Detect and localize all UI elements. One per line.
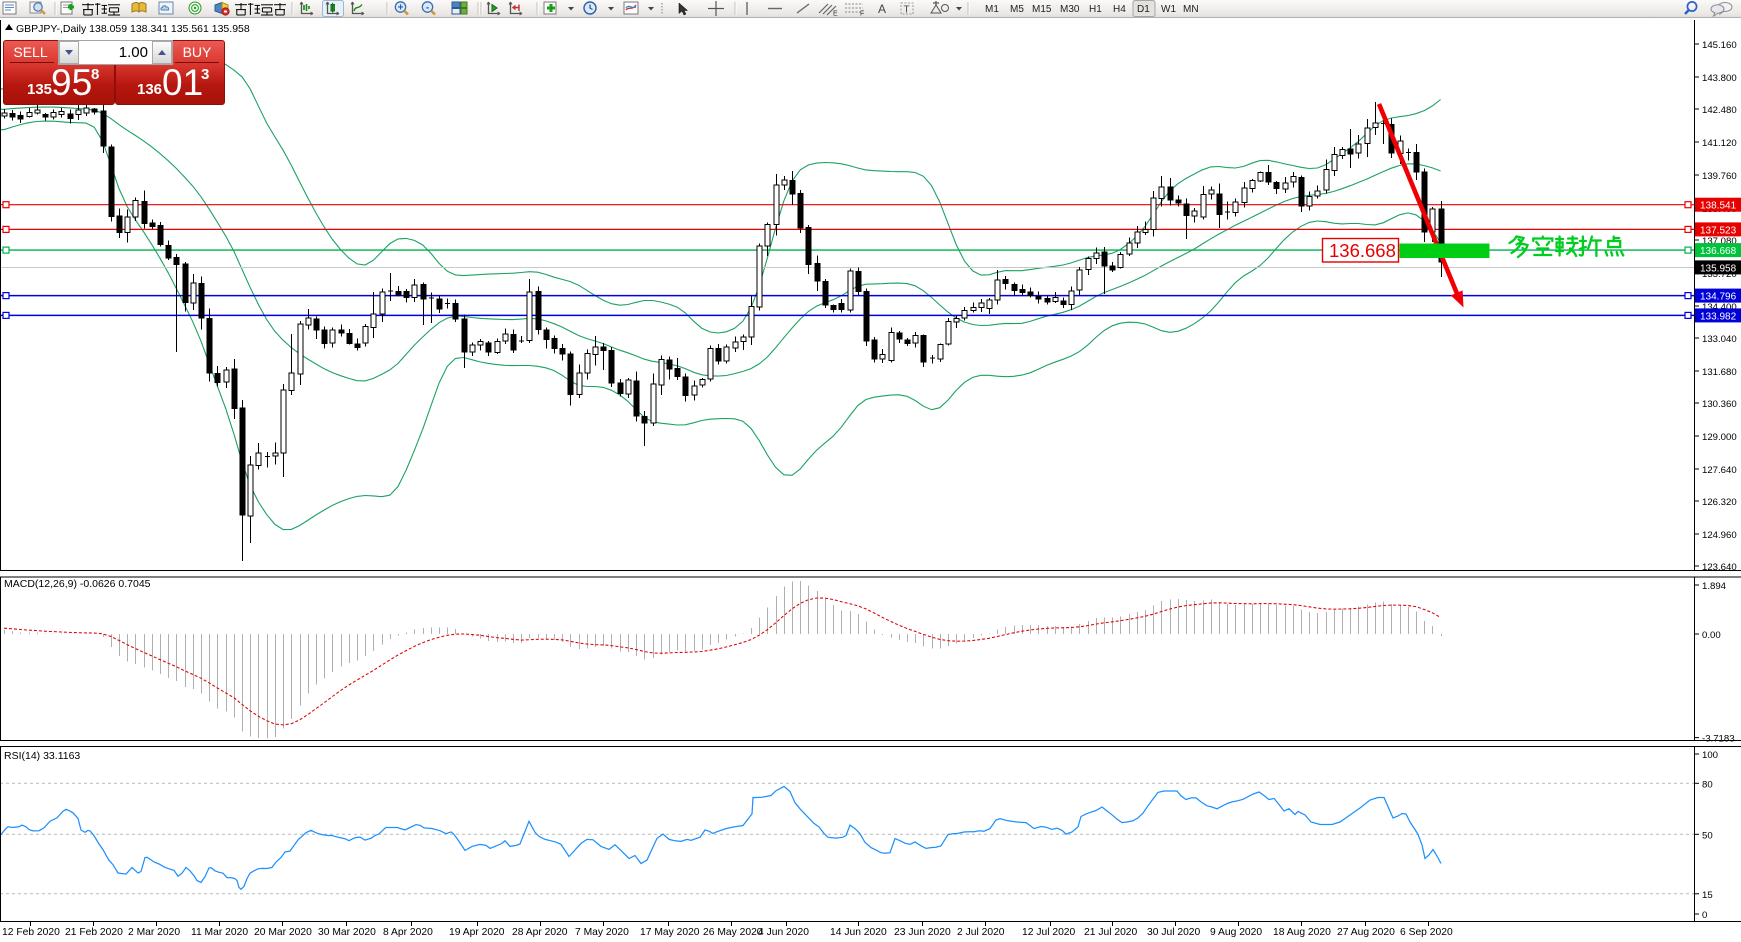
svg-text:136.668: 136.668 — [1329, 240, 1396, 261]
svg-text:4 Jun 2020: 4 Jun 2020 — [758, 927, 809, 938]
svg-text:18 Aug 2020: 18 Aug 2020 — [1273, 927, 1331, 938]
svg-text:145.160: 145.160 — [1702, 40, 1737, 51]
svg-text:28 Apr 2020: 28 Apr 2020 — [512, 927, 568, 938]
svg-text:D1: D1 — [1137, 4, 1150, 15]
svg-text:131.680: 131.680 — [1702, 367, 1737, 378]
svg-text:RSI(14) 33.1163: RSI(14) 33.1163 — [4, 750, 80, 762]
svg-text:134.796: 134.796 — [1700, 292, 1737, 303]
svg-text:27 Aug 2020: 27 Aug 2020 — [1337, 927, 1395, 938]
svg-text:17 May 2020: 17 May 2020 — [640, 927, 700, 938]
svg-text:138.541: 138.541 — [1700, 201, 1737, 212]
svg-text:129.000: 129.000 — [1702, 432, 1737, 443]
svg-text:0: 0 — [1702, 910, 1707, 921]
svg-text:GBPJPY-,Daily 138.059 138.341: GBPJPY-,Daily 138.059 138.341 135.561 13… — [16, 23, 250, 35]
svg-text:26 May 2020: 26 May 2020 — [703, 927, 763, 938]
svg-text:124.960: 124.960 — [1702, 530, 1737, 541]
svg-text:H1: H1 — [1089, 4, 1102, 15]
svg-text:+: + — [398, 2, 404, 13]
svg-text:139.760: 139.760 — [1702, 171, 1737, 182]
svg-text:20 Mar 2020: 20 Mar 2020 — [254, 927, 312, 938]
svg-text:2 Jul 2020: 2 Jul 2020 — [957, 927, 1005, 938]
svg-text:A: A — [878, 2, 886, 16]
svg-text:133.982: 133.982 — [1700, 311, 1737, 322]
svg-text:143.800: 143.800 — [1702, 73, 1737, 84]
svg-text:100: 100 — [1702, 750, 1718, 761]
svg-text:19 Apr 2020: 19 Apr 2020 — [449, 927, 505, 938]
svg-text:M5: M5 — [1010, 4, 1024, 15]
svg-text:MACD(12,26,9) -0.0626 0.7045: MACD(12,26,9) -0.0626 0.7045 — [4, 578, 151, 590]
svg-text:M1: M1 — [985, 4, 999, 15]
svg-text:133.040: 133.040 — [1702, 334, 1737, 345]
svg-text:130.360: 130.360 — [1702, 399, 1737, 410]
svg-text:21 Feb 2020: 21 Feb 2020 — [65, 927, 123, 938]
svg-text:14 Jun 2020: 14 Jun 2020 — [830, 927, 887, 938]
svg-text:E: E — [833, 11, 838, 18]
svg-text:50: 50 — [1702, 830, 1713, 841]
svg-text:137.523: 137.523 — [1700, 225, 1737, 236]
svg-text:W1: W1 — [1161, 4, 1176, 15]
svg-text:M30: M30 — [1060, 4, 1080, 15]
svg-text:141.120: 141.120 — [1702, 138, 1737, 149]
svg-text:8 Apr 2020: 8 Apr 2020 — [383, 927, 433, 938]
svg-text:30 Jul 2020: 30 Jul 2020 — [1147, 927, 1201, 938]
svg-text:9 Aug 2020: 9 Aug 2020 — [1210, 927, 1262, 938]
svg-text:11 Mar 2020: 11 Mar 2020 — [191, 927, 248, 938]
svg-text:135.958: 135.958 — [1700, 263, 1737, 274]
svg-text:21 Jul 2020: 21 Jul 2020 — [1084, 927, 1138, 938]
svg-text:2 Mar 2020: 2 Mar 2020 — [128, 927, 180, 938]
svg-text:6 Sep 2020: 6 Sep 2020 — [1400, 927, 1453, 938]
svg-text:30 Mar 2020: 30 Mar 2020 — [318, 927, 376, 938]
svg-text:M15: M15 — [1032, 4, 1052, 15]
svg-text:12 Feb 2020: 12 Feb 2020 — [2, 927, 60, 938]
svg-text:136.668: 136.668 — [1700, 246, 1737, 257]
svg-text:MN: MN — [1183, 4, 1199, 15]
svg-text:15: 15 — [1702, 890, 1713, 901]
svg-text:-3.7183: -3.7183 — [1702, 734, 1735, 745]
svg-text:80: 80 — [1702, 779, 1713, 790]
svg-text:0.00: 0.00 — [1702, 630, 1721, 641]
svg-text:7 May 2020: 7 May 2020 — [575, 927, 629, 938]
svg-text:23 Jun 2020: 23 Jun 2020 — [894, 927, 951, 938]
svg-text:126.320: 126.320 — [1702, 497, 1737, 508]
svg-text:T: T — [904, 5, 910, 16]
svg-text:-: - — [426, 2, 429, 13]
svg-text:134.400: 134.400 — [1702, 302, 1737, 313]
svg-text:137.080: 137.080 — [1702, 236, 1737, 247]
svg-text:F: F — [860, 11, 864, 18]
svg-text:H4: H4 — [1113, 4, 1126, 15]
svg-text:142.480: 142.480 — [1702, 105, 1737, 116]
svg-text:135.720: 135.720 — [1702, 269, 1737, 280]
svg-text:127.640: 127.640 — [1702, 465, 1737, 476]
svg-text:123.640: 123.640 — [1702, 562, 1737, 573]
svg-text:12 Jul 2020: 12 Jul 2020 — [1022, 927, 1076, 938]
svg-text:1.894: 1.894 — [1702, 581, 1727, 592]
